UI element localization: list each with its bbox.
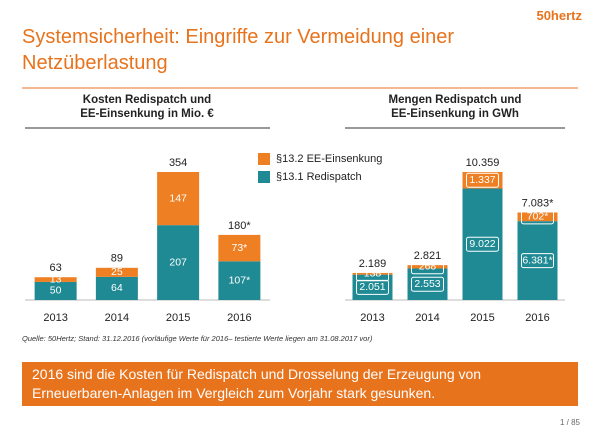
- total-label: 89: [111, 253, 123, 265]
- total-label: 354: [169, 157, 187, 169]
- value-label: 50: [50, 285, 62, 297]
- value-label: 64: [111, 282, 123, 294]
- value-label: 2.051: [359, 281, 385, 293]
- bar-segment: [95, 267, 138, 277]
- total-label: 63: [50, 262, 62, 274]
- value-label: 2.553: [414, 278, 440, 290]
- x-tick-label: 2015: [166, 312, 190, 324]
- x-tick-label: 2014: [105, 312, 129, 324]
- total-label: 10.359: [466, 157, 500, 169]
- bar-segment: [157, 172, 200, 226]
- value-label-box: [521, 209, 554, 225]
- total-label: 7.083*: [522, 197, 555, 209]
- value-label: 1.337: [469, 174, 495, 186]
- legend-label: §13.1 Redispatch: [276, 171, 362, 183]
- value-label: 207: [169, 256, 187, 268]
- value-label: 25: [111, 266, 123, 278]
- value-label-box: [466, 236, 499, 252]
- value-label-box: [356, 266, 389, 282]
- value-label: 147: [169, 192, 187, 204]
- value-label: 268: [419, 261, 437, 273]
- chart-title: Mengen Redispatch und EE-Einsenkung in GW…: [389, 94, 522, 120]
- bar-segment: [462, 188, 503, 300]
- legend-swatch: [258, 153, 270, 165]
- conclusion-banner: 2016 sind die Kosten für Redispatch und …: [22, 362, 578, 406]
- bar-segment: [218, 261, 261, 300]
- value-label: 73*: [231, 242, 247, 254]
- value-label: 6.381*: [522, 254, 552, 266]
- bar-segment: [462, 172, 503, 189]
- legend-swatch: [258, 171, 270, 183]
- bar-segment: [517, 221, 558, 300]
- logo: 50hertz: [536, 8, 582, 23]
- bar-segment: [34, 281, 77, 300]
- legend-label: §13.2 EE-Einsenkung: [276, 153, 382, 165]
- value-label: 9.022: [469, 238, 495, 250]
- value-label: 13: [50, 273, 62, 285]
- x-tick-label: 2014: [415, 312, 439, 324]
- total-label: 2.821: [414, 250, 442, 262]
- page-number: 1 / 85: [559, 418, 580, 427]
- x-tick-label: 2013: [43, 312, 67, 324]
- total-label: 2.189: [359, 258, 387, 270]
- value-label-box: [521, 253, 554, 269]
- value-label: 138: [364, 268, 382, 280]
- bar-segment: [34, 277, 77, 282]
- bar-segment: [352, 272, 393, 275]
- bar-segment: [157, 225, 200, 300]
- bar-segment: [517, 212, 558, 222]
- x-tick-label: 2013: [360, 312, 384, 324]
- x-tick-label: 2016: [227, 312, 251, 324]
- value-label-box: [411, 276, 444, 292]
- value-label-box: [411, 259, 444, 275]
- total-label: 180*: [228, 220, 251, 232]
- bar-segment: [95, 276, 138, 300]
- source-note: Quelle: 50Hertz; Stand: 31.12.2016 (vorl…: [22, 334, 373, 343]
- value-label: 107*: [229, 274, 251, 286]
- slide-title: Systemsicherheit: Eingriffe zur Vermeidu…: [22, 26, 455, 74]
- bar-segment: [407, 265, 448, 269]
- value-label-box: [466, 172, 499, 188]
- x-tick-label: 2016: [525, 312, 549, 324]
- x-tick-label: 2015: [470, 312, 494, 324]
- value-label: 702*: [527, 211, 549, 223]
- bar-segment: [352, 274, 393, 300]
- chart-title: Kosten Redispatch und EE-Einsenkung in Mi…: [80, 94, 214, 120]
- bar-segment: [218, 234, 261, 262]
